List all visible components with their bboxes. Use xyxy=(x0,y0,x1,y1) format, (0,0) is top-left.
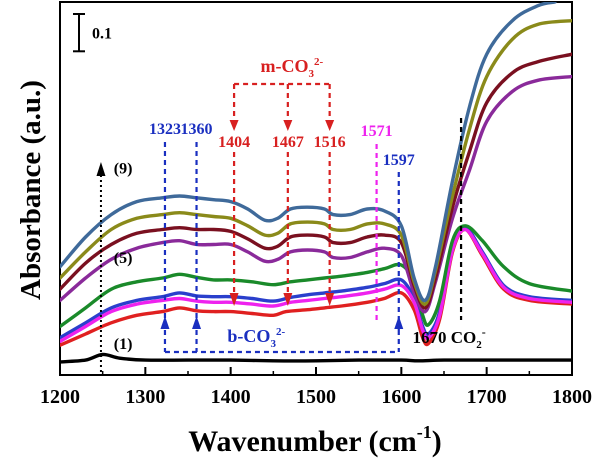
co2-label: 1670 CO2- xyxy=(412,325,485,351)
scale-bar: 0.1 xyxy=(73,13,112,53)
x-axis-title: Wavenumber (cm-1) xyxy=(188,422,442,458)
peak-label-1597: 1597 xyxy=(383,152,415,169)
peak-arrow-1467 xyxy=(283,293,293,306)
x-axis: 1200 1300 1400 1500 1600 1700 1800 xyxy=(40,367,592,408)
series-line-7 xyxy=(60,52,572,310)
m-group-label-sup: 2- xyxy=(314,56,324,68)
peak-arrow-1597 xyxy=(394,316,404,329)
peak-arrow-1323 xyxy=(160,316,170,329)
co2-label-sub: 2 xyxy=(476,339,482,351)
m-group-arrow-1467 xyxy=(283,120,293,131)
m-group-label-main: m-CO xyxy=(261,56,309,76)
b-group-label-sub: 3 xyxy=(270,338,276,350)
m-group-arrow-1404 xyxy=(229,120,239,131)
peak-arrow-1516 xyxy=(325,293,335,306)
series-line-5 xyxy=(60,224,572,329)
b-group-label-main: b-CO xyxy=(227,326,270,346)
peak-label-1516: 1516 xyxy=(314,134,346,151)
peak-arrow-1360 xyxy=(192,316,202,329)
m-group-arrow-1516 xyxy=(325,120,335,131)
scale-bar-label: 0.1 xyxy=(92,26,112,43)
x-tick-label-1600: 1600 xyxy=(381,386,421,408)
x-axis-title-sup: -1 xyxy=(417,422,432,442)
x-tick-label-1700: 1700 xyxy=(467,386,507,408)
peak-label-1571: 1571 xyxy=(361,123,393,140)
series-label-5: (5) xyxy=(114,250,133,267)
x-axis-title-main: Wavenumber (cm xyxy=(188,425,417,458)
x-axis-title-close: ) xyxy=(432,425,442,458)
x-tick-label-1500: 1500 xyxy=(296,386,336,408)
series-line-4 xyxy=(60,227,572,344)
series-line-9 xyxy=(60,2,557,303)
series-label-9: (9) xyxy=(114,161,133,178)
x-tick-label-1300: 1300 xyxy=(125,386,165,408)
x-tick-label-1800: 1800 xyxy=(552,386,592,408)
peak-label-1360: 1360 xyxy=(181,121,213,138)
x-tick-label-1400: 1400 xyxy=(211,386,251,408)
y-axis-title: Absorbance (a.u.) xyxy=(15,80,47,300)
peak-label-1404: 1404 xyxy=(218,134,250,151)
peak-label-1467: 1467 xyxy=(272,134,304,151)
series-line-1 xyxy=(60,352,572,364)
trend-arrow-head xyxy=(96,162,106,176)
co2-label-sup: - xyxy=(482,325,486,339)
peak-label-1323: 1323 xyxy=(149,121,181,138)
series-line-6 xyxy=(60,74,572,314)
series-layer xyxy=(60,2,572,364)
x-tick-label-1200: 1200 xyxy=(40,386,80,408)
series-label-1: (1) xyxy=(114,336,133,353)
b-group-label: b-CO32- xyxy=(227,326,285,350)
series-line-8 xyxy=(60,19,572,306)
m-group-label: m-CO32- xyxy=(261,56,324,80)
peak-arrow-1404 xyxy=(229,293,239,306)
co2-label-main: 1670 CO xyxy=(412,328,476,347)
m-group-label-sub: 3 xyxy=(309,68,315,80)
b-group-label-sup: 2- xyxy=(276,326,286,338)
